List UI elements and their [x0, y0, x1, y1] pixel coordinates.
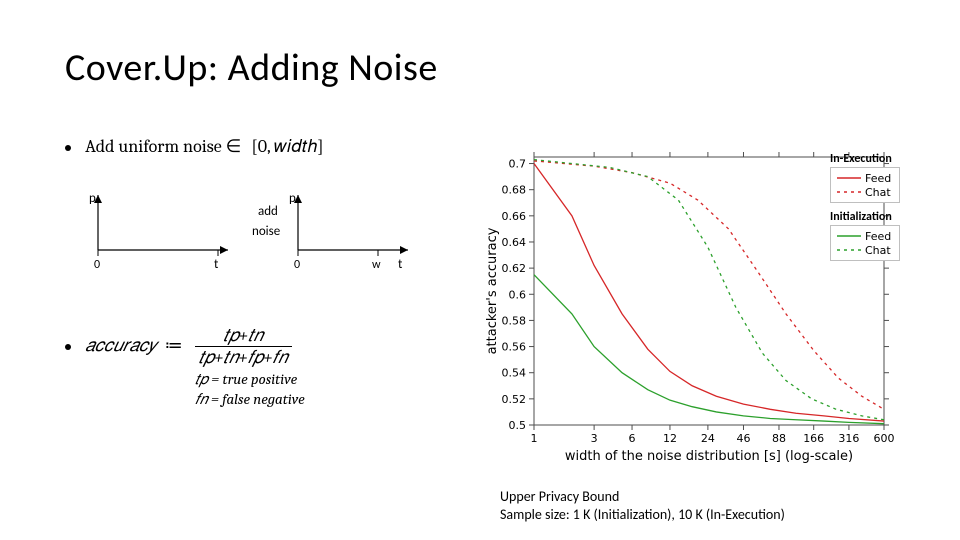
- svg-text:46: 46: [736, 432, 750, 445]
- legend-row: Chat: [837, 185, 891, 199]
- svg-text:316: 316: [838, 432, 859, 445]
- svg-text:0.5: 0.5: [509, 419, 527, 432]
- chart-caption: Upper Privacy Bound Sample size: 1 K (In…: [500, 488, 785, 523]
- bullet1-prefix: Add uniform noise ∈: [85, 136, 241, 157]
- svg-text:0: 0: [94, 258, 100, 272]
- add-label: add: [258, 204, 278, 219]
- svg-text:0.68: 0.68: [502, 184, 527, 197]
- bullet-dot-icon: [65, 145, 71, 151]
- legend-box-inexec: Feed Chat: [830, 167, 900, 203]
- left-axes: p 0 t: [89, 191, 228, 272]
- fraction-num: 𝑡𝑝+𝑡𝑛: [195, 325, 292, 347]
- fn-line: 𝑓𝑛 = false negative: [195, 390, 305, 410]
- bullet-accuracy: 𝑎𝑐𝑐𝑢𝑟𝑎𝑐𝑦 ≔ 𝑡𝑝+𝑡𝑛 𝑡𝑝+𝑡𝑛+𝑓𝑝+𝑓𝑛: [65, 325, 296, 368]
- svg-text:p: p: [289, 191, 296, 206]
- svg-text:600: 600: [874, 432, 895, 445]
- svg-text:t: t: [398, 257, 403, 272]
- legend-box-init: Feed Chat: [830, 225, 900, 261]
- legend-item-label: Feed: [865, 230, 891, 243]
- svg-text:attacker's accuracy: attacker's accuracy: [485, 227, 500, 354]
- legend-item-label: Feed: [865, 172, 891, 185]
- bullet-dot-icon: [65, 344, 71, 350]
- svg-text:0.66: 0.66: [502, 210, 527, 223]
- caption-line2: Sample size: 1 K (Initialization), 10 K …: [500, 506, 785, 524]
- svg-text:w: w: [372, 258, 381, 272]
- tp-fn-defs: 𝑡𝑝 = true positive 𝑓𝑛 = false negative: [195, 370, 305, 409]
- svg-text:0.62: 0.62: [502, 262, 527, 275]
- noise-label: noise: [252, 224, 280, 239]
- svg-text:1: 1: [531, 432, 538, 445]
- coloneq: ≔: [165, 335, 183, 356]
- bullet1-interval: [0, 𝑤𝑖𝑑𝑡ℎ]: [251, 136, 323, 157]
- label-p-left: p: [89, 191, 96, 206]
- svg-text:24: 24: [701, 432, 715, 445]
- legend-label-init: Initialization: [830, 210, 892, 224]
- accuracy-fraction: 𝑡𝑝+𝑡𝑛 𝑡𝑝+𝑡𝑛+𝑓𝑝+𝑓𝑛: [195, 325, 292, 368]
- slide-title: Cover.Up: Adding Noise: [65, 45, 438, 91]
- svg-text:0.7: 0.7: [509, 158, 527, 171]
- svg-text:0.52: 0.52: [502, 393, 527, 406]
- legend-item-label: Chat: [865, 244, 891, 257]
- right-axes: p 0 w t: [289, 191, 408, 272]
- svg-text:3: 3: [591, 432, 598, 445]
- legend-item-label: Chat: [865, 186, 891, 199]
- legend-label-inexec: In-Execution: [830, 152, 892, 166]
- svg-text:0.56: 0.56: [502, 341, 527, 354]
- svg-text:166: 166: [803, 432, 824, 445]
- svg-text:0.54: 0.54: [502, 367, 527, 380]
- tp-line: 𝑡𝑝 = true positive: [195, 370, 305, 390]
- caption-line1: Upper Privacy Bound: [500, 488, 785, 506]
- svg-text:0.64: 0.64: [502, 236, 527, 249]
- legend-row: Feed: [837, 229, 891, 243]
- svg-text:t: t: [214, 257, 219, 272]
- svg-text:88: 88: [772, 432, 786, 445]
- svg-text:0.58: 0.58: [502, 314, 527, 327]
- legend-row: Feed: [837, 171, 891, 185]
- bullet-add-noise: Add uniform noise ∈ [0, 𝑤𝑖𝑑𝑡ℎ]: [65, 135, 324, 157]
- svg-text:12: 12: [663, 432, 677, 445]
- acc-word: 𝑎𝑐𝑐𝑢𝑟𝑎𝑐𝑦: [85, 335, 156, 356]
- svg-text:0.6: 0.6: [509, 288, 527, 301]
- fraction-den: 𝑡𝑝+𝑡𝑛+𝑓𝑝+𝑓𝑛: [195, 347, 292, 368]
- svg-text:6: 6: [629, 432, 636, 445]
- svg-text:0: 0: [294, 258, 300, 272]
- legend-row: Chat: [837, 243, 891, 257]
- svg-text:width of the noise distributio: width of the noise distribution [s] (log…: [565, 449, 853, 464]
- pt-diagrams: p 0 t add noise p 0 w t: [88, 190, 418, 280]
